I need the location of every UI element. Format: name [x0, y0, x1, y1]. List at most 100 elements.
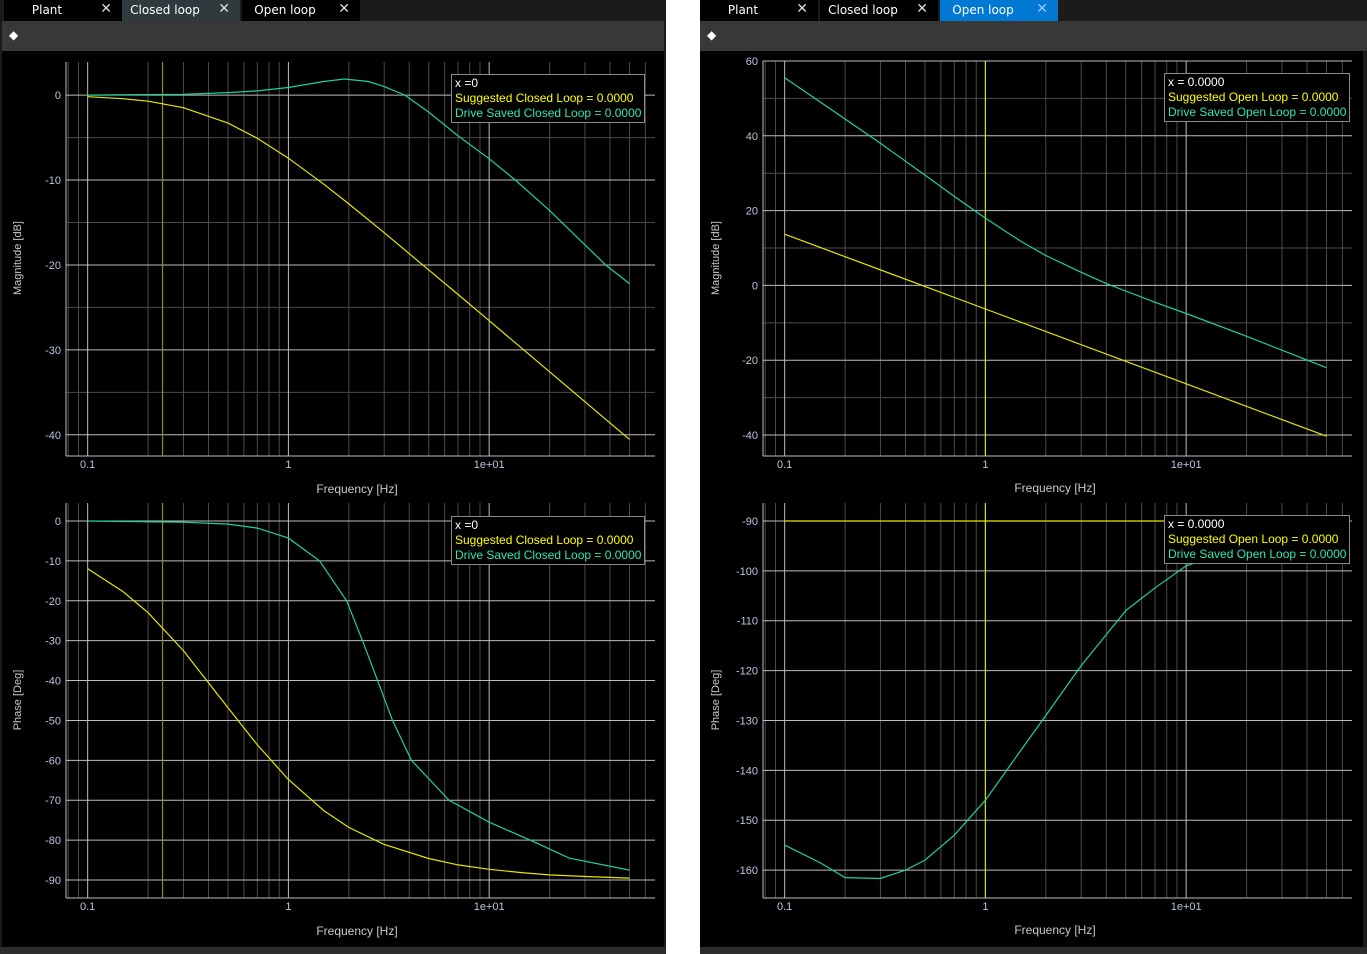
y-tick-label: 20	[746, 206, 758, 218]
y-tick-label: 60	[746, 56, 758, 68]
magnitude-legend: x =0 Suggested Closed Loop = 0.0000 Driv…	[451, 74, 646, 123]
y-tick-label: -110	[737, 616, 758, 628]
y-tick-label: -140	[736, 765, 758, 777]
x-tick-label: 0.1	[777, 901, 792, 913]
y-tick-label: -70	[45, 795, 61, 807]
x-tick-label: 1e+01	[1171, 459, 1202, 471]
y-axis-title: Magnitude [dB]	[12, 221, 24, 295]
y-axis-title: Phase [Deg]	[12, 669, 24, 731]
toolbar: ◆	[700, 21, 1367, 51]
x-tick-label: 0.1	[80, 459, 95, 471]
series-line-drive-saved-open-loop	[784, 530, 1327, 880]
y-tick-label: -160	[736, 865, 758, 877]
magnitude-legend: x = 0.0000 Suggested Open Loop = 0.0000 …	[1164, 73, 1351, 122]
tab-closed-loop[interactable]: Closed loop ✕	[122, 0, 240, 21]
y-axis-title: Phase [Deg]	[710, 669, 722, 731]
tab-open-loop[interactable]: Open loop ✕	[242, 0, 360, 21]
tab-label: Open loop	[952, 3, 1014, 17]
legend-cursor-x: x = 0.0000	[1168, 75, 1225, 89]
tab-bar: Plant ✕ Closed loop ✕ Open loop ✕	[700, 0, 1367, 21]
panel-border	[0, 947, 666, 954]
y-tick-label: -120	[736, 666, 758, 678]
close-icon[interactable]: ✕	[916, 1, 928, 17]
legend-suggested: Suggested Closed Loop = 0.0000	[455, 533, 634, 547]
series-line-suggested-open-loop	[784, 233, 1327, 437]
plot-area	[700, 51, 1363, 947]
legend-cursor-x: x =0	[455, 518, 479, 532]
series-line-suggested-closed-loop	[87, 96, 630, 440]
x-axis-title: Frequency [Hz]	[316, 482, 398, 496]
close-icon[interactable]: ✕	[218, 1, 230, 17]
x-axis-title: Frequency [Hz]	[316, 924, 398, 938]
close-icon[interactable]: ✕	[796, 1, 808, 17]
close-icon[interactable]: ✕	[100, 1, 112, 17]
series-line-suggested-closed-loop	[87, 568, 630, 879]
series-line-drive-saved-closed-loop	[87, 520, 630, 871]
tab-label: Open loop	[254, 3, 316, 17]
y-tick-label: -100	[736, 566, 758, 578]
legend-cursor-x: x =0	[455, 76, 479, 90]
phase-legend: x =0 Suggested Closed Loop = 0.0000 Driv…	[451, 516, 646, 565]
x-tick-label: 1e+01	[474, 459, 505, 471]
legend-drive-saved: Drive Saved Open Loop = 0.0000	[1168, 105, 1347, 119]
tab-bar: Plant ✕ Closed loop ✕ Open loop ✕	[0, 0, 666, 21]
eraser-icon[interactable]: ◆	[707, 28, 717, 42]
y-tick-label: -40	[742, 430, 758, 442]
y-tick-label: -130	[736, 715, 758, 727]
legend-drive-saved: Drive Saved Closed Loop = 0.0000	[455, 106, 642, 120]
tab-label: Closed loop	[130, 3, 200, 17]
open-loop-panel: Plant ✕ Closed loop ✕ Open loop ✕ ◆	[700, 0, 1367, 954]
close-icon[interactable]: ✕	[1036, 1, 1048, 17]
phase-legend: x = 0.0000 Suggested Open Loop = 0.0000 …	[1164, 515, 1351, 564]
y-tick-label: 0	[752, 280, 758, 292]
x-tick-label: 0.1	[777, 459, 792, 471]
y-tick-label: -90	[742, 516, 758, 528]
y-tick-label: 40	[746, 131, 758, 143]
y-tick-label: -10	[45, 556, 61, 568]
legend-drive-saved: Drive Saved Closed Loop = 0.0000	[455, 548, 642, 562]
y-tick-label: -30	[45, 345, 61, 357]
x-tick-label: 1	[285, 459, 291, 471]
panel-border	[700, 947, 1367, 954]
tab-closed-loop[interactable]: Closed loop ✕	[820, 0, 938, 21]
toolbar: ◆	[2, 21, 664, 51]
x-axis-title: Frequency [Hz]	[1014, 923, 1096, 937]
x-tick-label: 1	[982, 459, 988, 471]
y-tick-label: 0	[55, 90, 61, 102]
x-tick-label: 0.1	[80, 901, 95, 913]
legend-suggested: Suggested Closed Loop = 0.0000	[455, 91, 634, 105]
plot-area	[2, 51, 664, 947]
y-tick-label: -20	[45, 260, 61, 272]
y-tick-label: -30	[45, 636, 61, 648]
y-tick-label: -20	[45, 596, 61, 608]
legend-drive-saved: Drive Saved Open Loop = 0.0000	[1168, 547, 1347, 561]
series-line-drive-saved-closed-loop	[87, 78, 630, 285]
y-tick-label: 0	[55, 516, 61, 528]
tab-label: Closed loop	[828, 3, 898, 17]
tab-open-loop[interactable]: Open loop ✕	[940, 0, 1058, 21]
y-tick-label: -150	[736, 815, 758, 827]
legend-suggested: Suggested Open Loop = 0.0000	[1168, 532, 1339, 546]
y-tick-label: -20	[742, 355, 758, 367]
tab-plant[interactable]: Plant ✕	[4, 0, 122, 21]
eraser-icon[interactable]: ◆	[9, 28, 19, 42]
tab-label: Plant	[31, 3, 63, 17]
x-tick-label: 1e+01	[474, 901, 505, 913]
y-tick-label: -50	[45, 715, 61, 727]
tab-plant[interactable]: Plant ✕	[700, 0, 818, 21]
tab-label: Plant	[727, 3, 759, 17]
y-tick-label: -90	[45, 875, 61, 887]
x-axis-title: Frequency [Hz]	[1014, 481, 1096, 495]
y-tick-label: -80	[45, 835, 61, 847]
y-tick-label: -60	[45, 755, 61, 767]
x-tick-label: 1e+01	[1171, 901, 1202, 913]
series-line-drive-saved-open-loop	[784, 77, 1327, 369]
y-tick-label: -40	[45, 430, 61, 442]
y-axis-title: Magnitude [dB]	[710, 221, 722, 295]
x-tick-label: 1	[285, 901, 291, 913]
legend-cursor-x: x = 0.0000	[1168, 517, 1225, 531]
close-icon[interactable]: ✕	[338, 1, 350, 17]
closed-loop-panel: Plant ✕ Closed loop ✕ Open loop ✕ ◆	[0, 0, 666, 954]
y-tick-label: -10	[45, 175, 61, 187]
